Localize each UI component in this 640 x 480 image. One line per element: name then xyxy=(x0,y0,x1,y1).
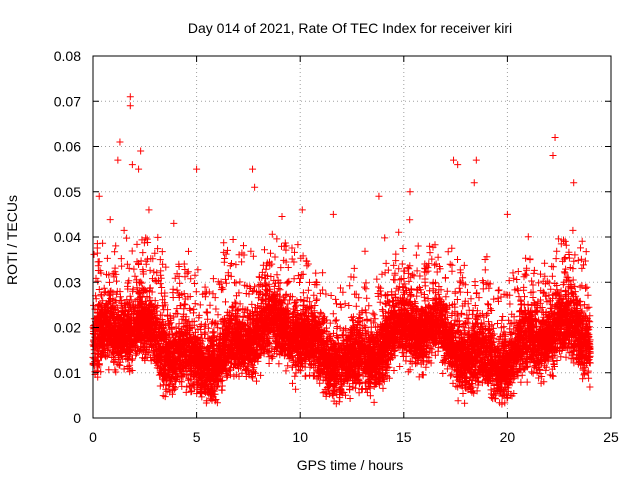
roti-outlier-point xyxy=(170,219,178,227)
roti-outlier-point xyxy=(298,206,306,214)
x-tick-label: 20 xyxy=(500,429,516,445)
roti-outlier-point xyxy=(450,156,458,164)
roti-outlier-point xyxy=(116,138,124,146)
roti-outlier-point xyxy=(145,206,153,214)
x-tick-label: 5 xyxy=(193,429,201,445)
y-tick-label: 0.01 xyxy=(54,365,81,381)
roti-outlier-point xyxy=(135,165,143,173)
roti-point-cloud xyxy=(89,213,594,408)
roti-outlier-point xyxy=(375,192,383,200)
roti-outlier-point xyxy=(249,165,257,173)
y-axis-label: ROTI / TECUs xyxy=(4,195,20,285)
y-tick-label: 0.04 xyxy=(54,229,81,245)
roti-outlier-point xyxy=(114,156,122,164)
roti-outlier-point xyxy=(126,93,134,101)
roti-outlier-point xyxy=(470,179,478,187)
y-tick-label: 0.06 xyxy=(54,139,81,155)
x-tick-label: 15 xyxy=(396,429,412,445)
y-tick-label: 0.07 xyxy=(54,93,81,109)
y-tick-label: 0.02 xyxy=(54,320,81,336)
y-tick-label: 0.08 xyxy=(54,48,81,64)
y-tick-label: 0 xyxy=(73,410,81,426)
x-axis-ticks: 0 5 10 15 20 25 xyxy=(89,56,619,445)
x-tick-label: 0 xyxy=(89,429,97,445)
roti-outlier-point xyxy=(95,192,103,200)
y-tick-label: 0.05 xyxy=(54,184,81,200)
roti-outlier-point xyxy=(193,165,201,173)
chart-title: Day 014 of 2021, Rate Of TEC Index for r… xyxy=(188,20,512,36)
roti-outlier-point xyxy=(503,210,511,218)
roti-outlier-point xyxy=(551,133,559,141)
y-axis-ticks: 0 0.01 0.02 0.03 0.04 0.05 0.06 0.07 0.08 xyxy=(54,48,611,426)
roti-outlier-point xyxy=(329,210,337,218)
grid xyxy=(93,56,611,418)
data-points xyxy=(89,93,594,408)
roti-outlier-point xyxy=(549,152,557,160)
roti-outlier-point xyxy=(137,147,145,155)
x-axis-label: GPS time / hours xyxy=(297,457,404,473)
roti-outlier-point xyxy=(126,102,134,110)
roti-outlier-point xyxy=(406,188,414,196)
roti-outlier-point xyxy=(570,179,578,187)
roti-outlier-point xyxy=(128,161,136,169)
roti-outlier-point xyxy=(454,161,462,169)
roti-outlier-point xyxy=(251,183,259,191)
y-tick-label: 0.03 xyxy=(54,274,81,290)
x-tick-label: 25 xyxy=(603,429,619,445)
x-tick-label: 10 xyxy=(292,429,308,445)
roti-outlier-point xyxy=(472,156,480,164)
